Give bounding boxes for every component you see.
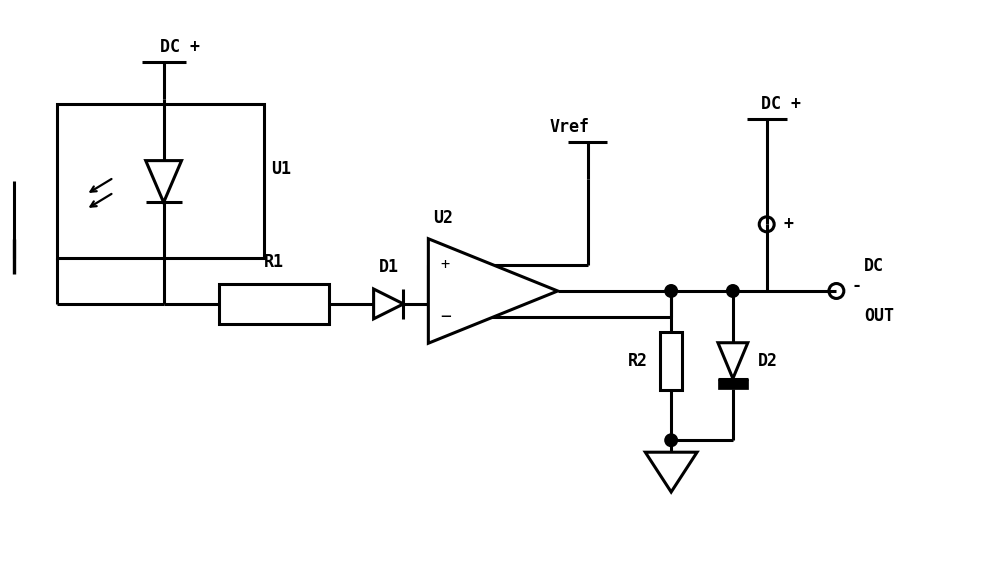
Text: Vref: Vref (550, 118, 590, 136)
Text: DC +: DC + (761, 95, 801, 113)
Text: DC: DC (864, 257, 884, 275)
Text: OUT: OUT (864, 307, 894, 325)
Circle shape (726, 284, 740, 298)
Bar (660, 332, 682, 389)
Polygon shape (374, 289, 403, 319)
Text: DC +: DC + (160, 38, 200, 56)
Text: -: - (851, 277, 861, 295)
Text: R2: R2 (628, 351, 648, 370)
Text: U2: U2 (433, 209, 453, 227)
Text: +: + (441, 257, 450, 272)
Circle shape (664, 284, 678, 298)
Text: U1: U1 (271, 160, 291, 177)
Text: R1: R1 (264, 253, 284, 271)
Bar (219, 284, 329, 324)
Text: +: + (784, 215, 794, 233)
Bar (57, 104, 264, 258)
Text: D2: D2 (758, 351, 778, 370)
Polygon shape (146, 161, 182, 202)
Polygon shape (645, 452, 697, 492)
Circle shape (664, 433, 678, 447)
Polygon shape (718, 343, 748, 378)
Polygon shape (718, 378, 748, 389)
Text: −: − (440, 308, 451, 326)
Text: D1: D1 (379, 258, 399, 276)
Polygon shape (428, 238, 558, 343)
